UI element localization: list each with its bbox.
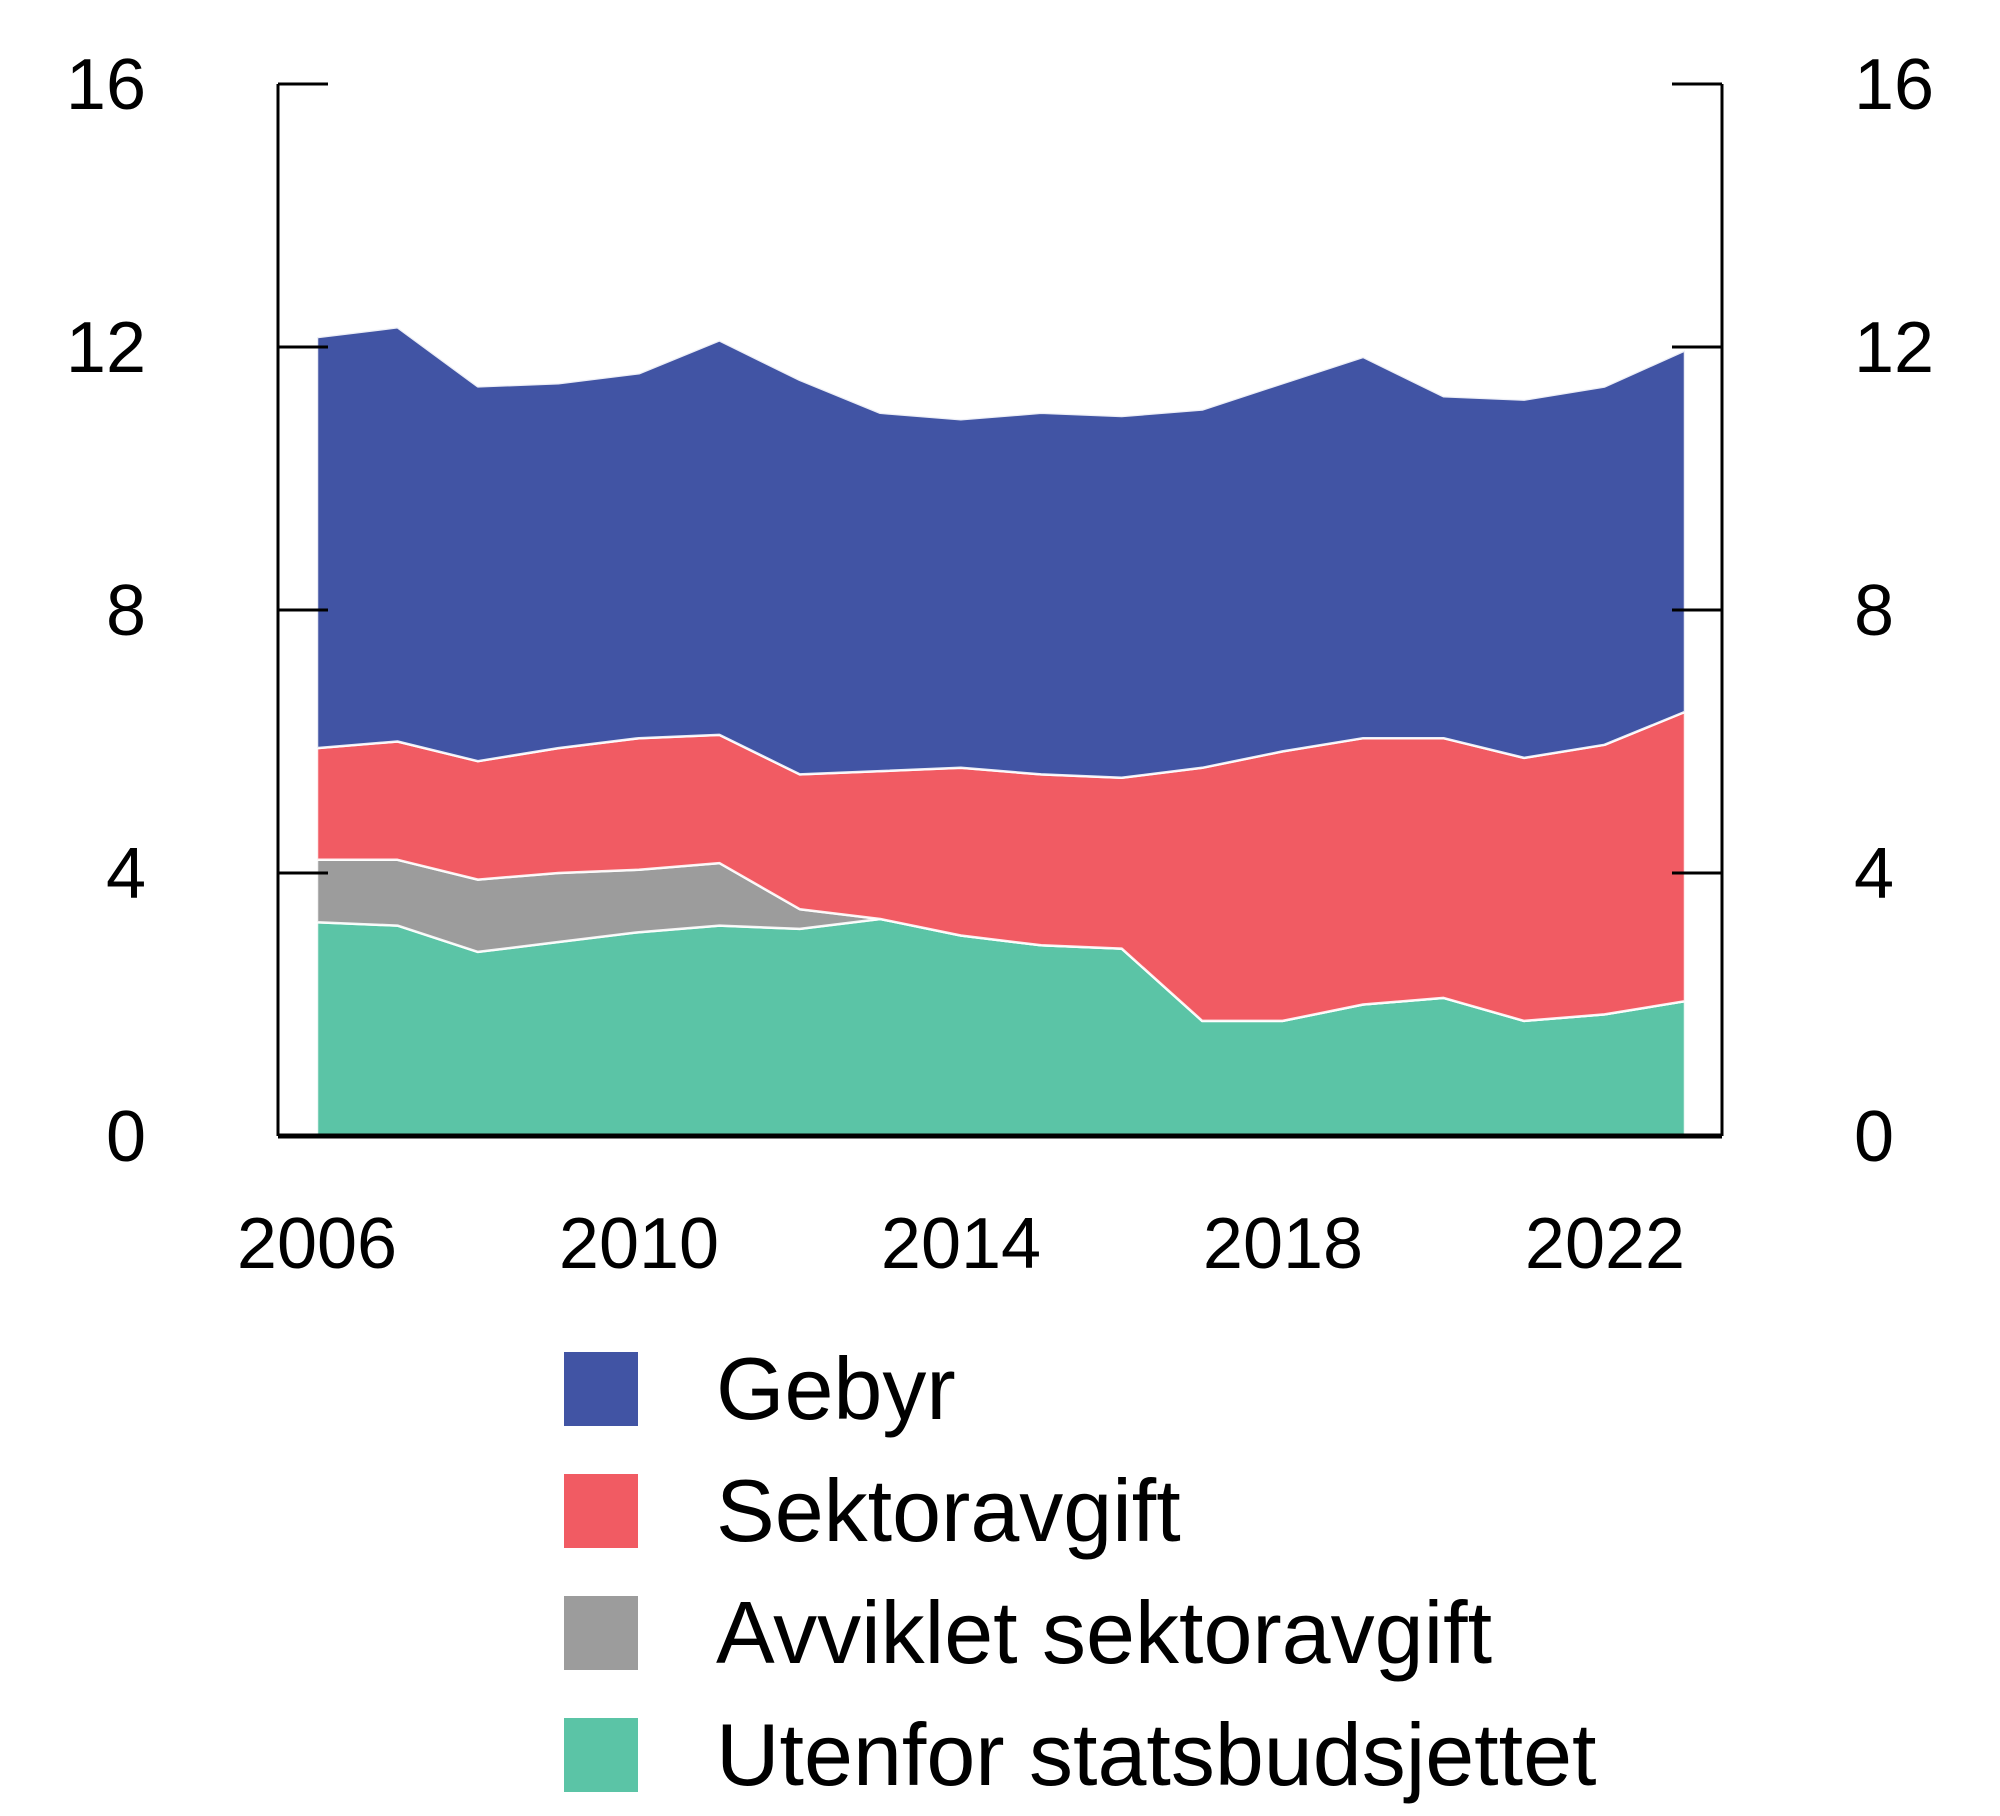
legend-label-sektoravgift: Sektoravgift bbox=[716, 1461, 1181, 1560]
legend-swatch-sektoravgift bbox=[564, 1474, 638, 1548]
legend-swatch-avviklet-sektoravgift bbox=[564, 1596, 638, 1670]
legend-label-utenfor-statsbudsjettet: Utenfor statsbudsjettet bbox=[716, 1705, 1597, 1804]
legend-item-avviklet-sektoravgift: Avviklet sektoravgift bbox=[564, 1583, 1596, 1682]
legend-label-avviklet-sektoravgift: Avviklet sektoravgift bbox=[716, 1583, 1493, 1682]
y-label-right-4: 4 bbox=[1854, 834, 1894, 914]
stacked-areas bbox=[315, 326, 1687, 1138]
x-label-2006: 2006 bbox=[237, 1204, 397, 1284]
y-label-left-16: 16 bbox=[66, 45, 146, 125]
y-axis-labels-right: 16 12 8 4 0 bbox=[1854, 45, 1934, 1177]
y-label-left-12: 12 bbox=[66, 308, 146, 388]
legend-swatch-gebyr bbox=[564, 1352, 638, 1426]
legend: Gebyr Sektoravgift Avviklet sektoravgift… bbox=[564, 1339, 1597, 1816]
y-label-left-4: 4 bbox=[106, 834, 146, 914]
y-label-left-0: 0 bbox=[106, 1097, 146, 1177]
y-label-right-0: 0 bbox=[1854, 1097, 1894, 1177]
x-label-2014: 2014 bbox=[881, 1204, 1041, 1284]
area-gebyr bbox=[315, 326, 1687, 779]
y-label-right-12: 12 bbox=[1854, 308, 1934, 388]
y-label-right-8: 8 bbox=[1854, 571, 1894, 651]
legend-item-sektoravgift: Sektoravgift bbox=[564, 1461, 1596, 1560]
x-label-2018: 2018 bbox=[1203, 1204, 1363, 1284]
y-axis-labels-left: 16 12 8 4 0 bbox=[66, 45, 146, 1177]
x-label-2022: 2022 bbox=[1525, 1204, 1685, 1284]
x-axis-labels: 2006 2010 2014 2018 2022 bbox=[237, 1204, 1685, 1284]
y-label-left-8: 8 bbox=[106, 571, 146, 651]
x-label-2010: 2010 bbox=[559, 1204, 719, 1284]
legend-item-utenfor-statsbudsjettet: Utenfor statsbudsjettet bbox=[564, 1705, 1597, 1804]
legend-swatch-utenfor-statsbudsjettet bbox=[564, 1718, 638, 1792]
axes bbox=[276, 82, 1724, 1139]
legend-item-gebyr: Gebyr bbox=[564, 1339, 1596, 1438]
legend-label-gebyr: Gebyr bbox=[716, 1339, 956, 1438]
y-label-right-16: 16 bbox=[1854, 45, 1934, 125]
